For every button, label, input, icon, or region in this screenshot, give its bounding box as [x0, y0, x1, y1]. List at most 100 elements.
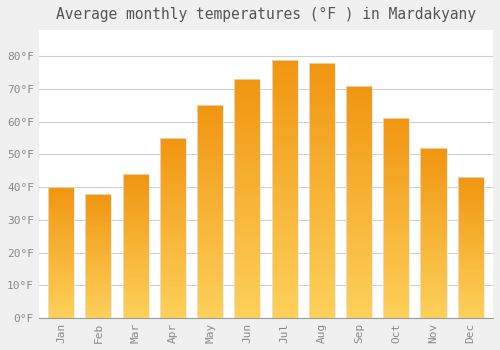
Bar	[86, 194, 112, 195]
Bar	[86, 294, 112, 295]
Bar	[346, 169, 372, 172]
Bar	[458, 222, 483, 224]
Bar	[420, 299, 446, 301]
Bar	[234, 253, 260, 256]
Bar	[346, 111, 372, 113]
Bar	[420, 279, 446, 280]
Bar	[160, 228, 186, 230]
Bar	[86, 310, 112, 312]
Bar	[383, 200, 409, 202]
Bar	[234, 105, 260, 108]
Bar	[272, 173, 297, 176]
Bar	[308, 201, 335, 203]
Bar	[458, 194, 483, 196]
Bar	[86, 308, 112, 309]
Bar	[160, 217, 186, 219]
Bar	[383, 124, 409, 126]
Bar	[122, 259, 148, 260]
Bar	[420, 262, 446, 264]
Bar	[48, 282, 74, 284]
Bar	[122, 220, 148, 222]
Bar	[48, 221, 74, 222]
Bar	[458, 242, 483, 243]
Bar	[272, 85, 297, 88]
Bar	[122, 222, 148, 223]
Bar	[420, 287, 446, 289]
Bar	[458, 287, 483, 288]
Bar	[420, 289, 446, 291]
Bar	[197, 205, 223, 207]
Bar	[86, 295, 112, 297]
Bar	[234, 311, 260, 313]
Bar	[122, 260, 148, 262]
Bar	[122, 224, 148, 226]
Bar	[383, 216, 409, 218]
Bar	[272, 251, 297, 253]
Bar	[308, 221, 335, 224]
Bar	[122, 315, 148, 316]
Bar	[86, 197, 112, 198]
Bar	[197, 169, 223, 171]
Bar	[86, 283, 112, 285]
Bar	[420, 209, 446, 211]
Bar	[420, 183, 446, 185]
Bar	[48, 188, 74, 190]
Bar	[86, 229, 112, 230]
Bar	[48, 241, 74, 242]
Bar	[160, 286, 186, 287]
Bar	[86, 225, 112, 226]
Bar	[160, 237, 186, 239]
Bar	[197, 167, 223, 169]
Bar	[346, 232, 372, 234]
Bar	[458, 277, 483, 279]
Bar	[86, 267, 112, 268]
Bar	[48, 202, 74, 203]
Bar	[383, 296, 409, 298]
Bar	[122, 265, 148, 266]
Bar	[346, 299, 372, 302]
Bar	[308, 241, 335, 244]
Bar	[383, 150, 409, 152]
Bar	[420, 286, 446, 287]
Bar	[48, 217, 74, 218]
Bar	[86, 250, 112, 251]
Bar	[122, 237, 148, 239]
Bar	[420, 309, 446, 311]
Bar	[197, 127, 223, 129]
Bar	[48, 224, 74, 225]
Bar	[122, 271, 148, 272]
Bar	[383, 314, 409, 316]
Bar	[420, 177, 446, 178]
Bar	[420, 168, 446, 170]
Bar	[272, 261, 297, 264]
Bar	[272, 266, 297, 269]
Bar	[458, 196, 483, 197]
Bar	[383, 284, 409, 286]
Bar	[160, 194, 186, 196]
Bar	[420, 187, 446, 189]
Bar	[48, 257, 74, 258]
Bar	[272, 153, 297, 155]
Bar	[272, 230, 297, 233]
Bar	[197, 235, 223, 237]
Bar	[346, 123, 372, 125]
Bar	[458, 259, 483, 260]
Bar	[48, 238, 74, 239]
Bar	[458, 239, 483, 240]
Bar	[346, 255, 372, 258]
Bar	[383, 226, 409, 228]
Bar	[160, 196, 186, 197]
Bar	[160, 244, 186, 246]
Bar	[197, 248, 223, 250]
Bar	[48, 218, 74, 220]
Bar	[458, 283, 483, 284]
Bar	[160, 250, 186, 251]
Bar	[48, 280, 74, 281]
Bar	[308, 252, 335, 254]
Bar	[234, 275, 260, 277]
Bar	[48, 268, 74, 270]
Bar	[122, 183, 148, 184]
Bar	[346, 269, 372, 272]
Bar	[458, 190, 483, 191]
Bar	[308, 165, 335, 167]
